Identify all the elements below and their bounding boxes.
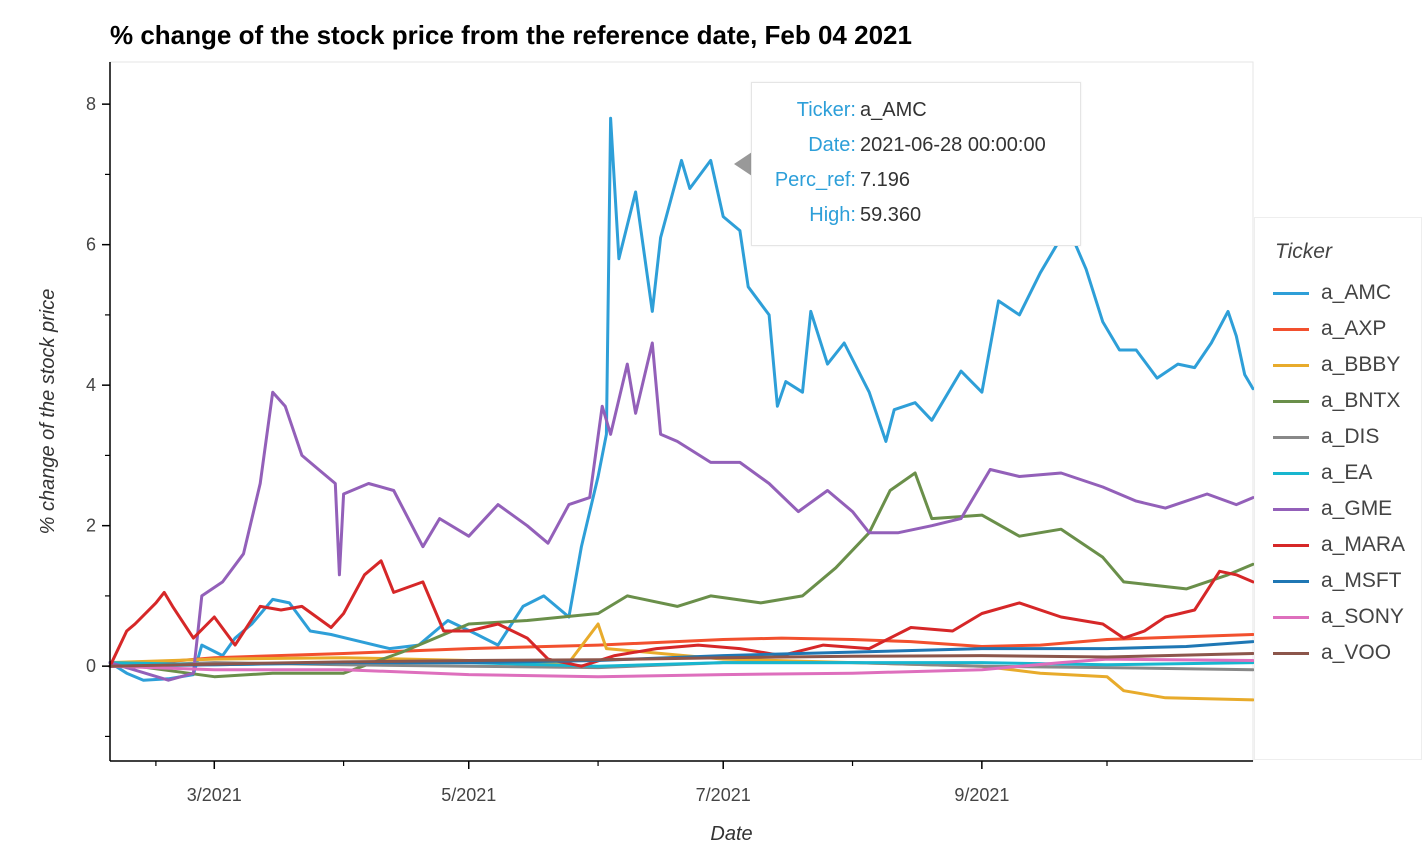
x-tick-label: 3/2021 [187,785,242,805]
legend-label: a_AMC [1321,281,1392,304]
legend-item-a-axp[interactable]: a_AXP [1273,314,1386,344]
tooltip-key: Ticker: [796,99,856,121]
x-axis-label: Date [710,823,752,845]
legend-swatch [1273,507,1309,511]
legend-item-a-dis[interactable]: a_DIS [1273,422,1379,452]
legend-swatch [1273,363,1309,367]
tooltip-value: a_AMC [860,99,927,121]
legend-swatch [1273,651,1309,655]
series-line-a-mara[interactable] [108,559,1255,668]
legend-item-a-voo[interactable]: a_VOO [1273,638,1391,668]
legend-item-a-sony[interactable]: a_SONY [1273,602,1404,632]
y-axis-label: % change of the stock price [37,289,59,535]
series-line-a-axp[interactable] [108,633,1255,668]
legend-swatch [1273,579,1309,583]
x-tick-label: 9/2021 [954,785,1009,805]
tooltip-key: Perc_ref: [774,169,856,191]
legend-item-a-ea[interactable]: a_EA [1273,458,1372,488]
legend-label: a_DIS [1321,425,1380,448]
legend-swatch [1273,291,1309,295]
y-tick-label: 0 [86,656,96,676]
tooltip-value: 59.360 [860,204,922,226]
legend-label: a_MARA [1321,533,1406,556]
y-tick-label: 4 [86,375,96,395]
legend-label: a_EA [1321,461,1373,484]
legend-swatch [1273,327,1309,331]
legend-swatch [1273,615,1309,619]
series-line-a-sony[interactable] [108,657,1255,679]
tooltip-pointer [734,152,752,176]
tooltip-row: Date: 2021-06-28 00:00:00 [752,134,1082,162]
legend: Ticker a_AMC a_AXP a_BBBY a_BNTX a_DIS a_EA a_… [1254,217,1422,760]
tooltip-row: Ticker: a_AMC [752,99,1082,127]
legend-swatch [1273,471,1309,475]
hover-tooltip: Ticker: a_AMC Date: 2021-06-28 00:00:00 Perc… [751,82,1081,246]
legend-label: a_VOO [1321,641,1392,664]
legend-label: a_BBBY [1321,353,1401,376]
tooltip-row: Perc_ref: 7.196 [752,169,1082,197]
legend-label: a_SONY [1321,605,1404,628]
legend-title: Ticker [1275,240,1332,263]
legend-item-a-amc[interactable]: a_AMC [1273,278,1391,308]
tooltip-value: 2021-06-28 00:00:00 [860,134,1046,156]
series-line-a-voo[interactable] [108,652,1255,668]
x-tick-label: 7/2021 [696,785,751,805]
y-tick-label: 2 [86,516,96,536]
series-line-a-bntx[interactable] [108,471,1255,679]
chart-title: % change of the stock price from the ref… [110,20,912,50]
x-tick-label: 5/2021 [441,785,496,805]
legend-item-a-gme[interactable]: a_GME [1273,494,1392,524]
legend-label: a_AXP [1321,317,1387,340]
legend-label: a_BNTX [1321,389,1401,412]
legend-item-a-mara[interactable]: a_MARA [1273,530,1405,560]
tooltip-row: High: 59.360 [752,204,1082,232]
legend-swatch [1273,399,1309,403]
tooltip-value: 7.196 [860,169,911,191]
legend-label: a_MSFT [1321,569,1402,592]
legend-item-a-bntx[interactable]: a_BNTX [1273,386,1400,416]
series-line-a-amc[interactable] [108,116,1255,682]
legend-item-a-bbby[interactable]: a_BBBY [1273,350,1400,380]
tooltip-key: High: [809,204,856,226]
series-line-a-gme[interactable] [108,341,1255,682]
legend-label: a_GME [1321,497,1393,520]
legend-swatch [1273,435,1309,439]
legend-item-a-msft[interactable]: a_MSFT [1273,566,1402,596]
y-tick-label: 8 [86,94,96,114]
y-tick-label: 6 [86,235,96,255]
legend-swatch [1273,543,1309,547]
tooltip-key: Date: [808,134,856,156]
